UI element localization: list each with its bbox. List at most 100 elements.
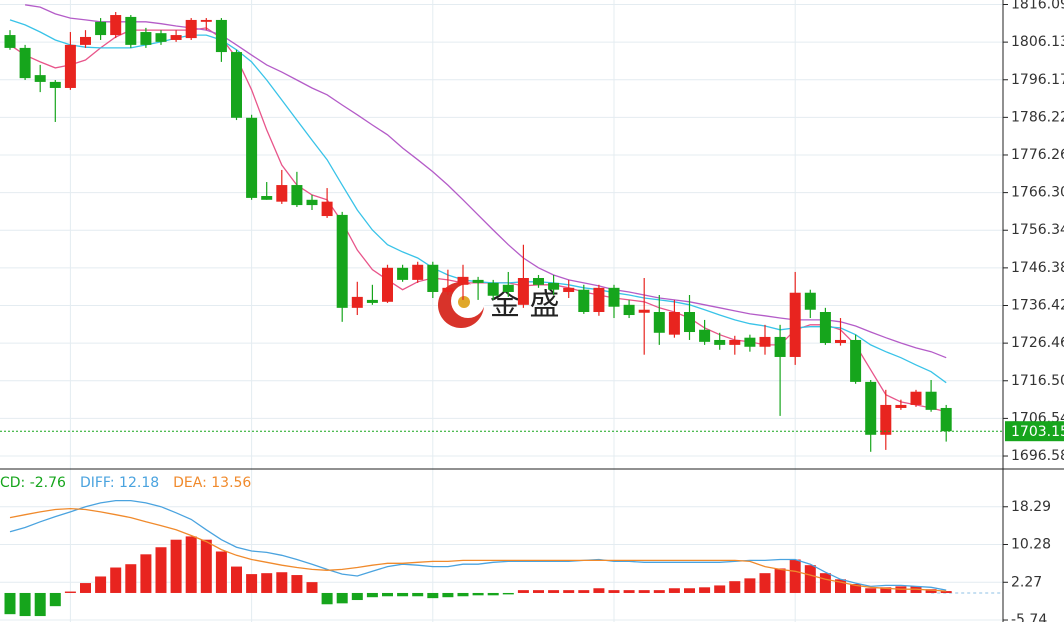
- candle-body: [155, 33, 167, 42]
- candle-body: [397, 267, 409, 280]
- y-tick-label: 1736.42: [1011, 298, 1064, 314]
- candle-body: [457, 276, 469, 285]
- histogram-bar: [774, 568, 786, 593]
- y-tick-label: 10.28: [1011, 537, 1051, 553]
- candle-body: [850, 339, 862, 382]
- candle-body: [487, 282, 499, 296]
- candle-body: [744, 337, 756, 347]
- candle-body: [668, 312, 680, 335]
- candle-body: [804, 292, 816, 310]
- histogram-bar: [80, 583, 91, 593]
- candle-body: [774, 336, 786, 357]
- histogram-bar: [925, 589, 937, 593]
- y-tick-label: 1796.17: [1011, 72, 1064, 88]
- histogram-bar: [653, 590, 665, 593]
- candle-body: [910, 391, 922, 405]
- candle-body: [246, 117, 258, 198]
- candle-body: [49, 81, 61, 88]
- histogram-bar: [578, 590, 590, 593]
- candle-body: [140, 32, 152, 45]
- histogram-bar: [623, 590, 635, 593]
- y-tick-label: 2.27: [1011, 574, 1042, 590]
- candle-body: [321, 201, 333, 217]
- histogram-bar: [819, 573, 831, 593]
- histogram-bar: [231, 566, 242, 593]
- histogram-bar: [442, 592, 454, 598]
- y-tick-label: 1696.58: [1011, 448, 1064, 464]
- candle-body: [442, 287, 454, 292]
- candle-body: [684, 312, 695, 333]
- candle-body: [261, 196, 273, 200]
- candle-body: [819, 312, 831, 343]
- histogram-bar: [638, 590, 650, 593]
- histogram-bar: [548, 590, 560, 593]
- last-price-label: 1703.15: [1011, 424, 1064, 440]
- candle-body: [880, 404, 892, 435]
- candle-body: [412, 264, 424, 280]
- candle-body: [502, 284, 514, 292]
- y-tick-label: 1806.13: [1011, 34, 1064, 50]
- candle-body: [563, 287, 575, 292]
- candle-body: [638, 309, 650, 313]
- marks: [0, 4, 1003, 617]
- histogram-bar: [170, 539, 182, 593]
- candle-body: [925, 391, 937, 410]
- legend-entry: CD: -2.76: [0, 475, 66, 491]
- candle-body: [366, 299, 378, 303]
- histogram-bar: [729, 581, 741, 593]
- histogram-bar: [835, 579, 846, 593]
- histogram-bar: [140, 554, 152, 593]
- candle-body: [472, 279, 484, 283]
- candle-body: [291, 185, 303, 206]
- histogram-bar: [246, 574, 258, 593]
- histogram-bar: [668, 588, 680, 593]
- candle-body: [276, 185, 288, 202]
- histogram-bar: [397, 592, 409, 597]
- histogram-bar: [276, 572, 288, 593]
- candle-body: [170, 35, 182, 40]
- histogram-bar: [789, 559, 801, 593]
- legend-entry: DEA: 13.56: [173, 475, 251, 491]
- histogram-bar: [487, 592, 499, 596]
- candle-body: [125, 16, 137, 45]
- candle-body: [185, 19, 197, 39]
- candle-body: [95, 21, 107, 36]
- histogram-bar: [291, 575, 303, 593]
- candle-body: [729, 339, 741, 345]
- histogram-bar: [110, 567, 122, 593]
- y-tick-label: 18.29: [1011, 499, 1051, 515]
- histogram-bar: [200, 539, 212, 593]
- histogram-bar: [940, 591, 952, 593]
- histogram-bar: [608, 590, 620, 593]
- candle-body: [835, 339, 846, 343]
- histogram-bar: [412, 592, 424, 597]
- histogram-bar: [593, 588, 605, 593]
- candle-body: [714, 339, 726, 345]
- histogram-bar: [850, 584, 862, 593]
- candle-body: [593, 287, 605, 312]
- y-tick-label: 1786.22: [1011, 109, 1064, 125]
- candle-body: [940, 407, 952, 432]
- histogram-bar: [804, 565, 816, 593]
- legend-entry: DIFF: 12.18: [80, 475, 159, 491]
- histogram-bar: [472, 592, 484, 596]
- y-tick-label: -5.74: [1011, 612, 1047, 622]
- histogram-bar: [880, 587, 892, 593]
- histogram-bar: [563, 590, 575, 593]
- histogram-bar: [64, 591, 76, 593]
- last-price-box: [1005, 421, 1064, 442]
- histogram-bar: [125, 564, 137, 593]
- candle-body: [895, 404, 907, 408]
- candle-body: [623, 304, 635, 316]
- histogram-bar: [366, 592, 378, 598]
- candle-body: [231, 52, 242, 118]
- y-tick-label: 1756.34: [1011, 222, 1064, 238]
- candle-body: [4, 35, 16, 48]
- histogram-bar: [699, 587, 711, 593]
- candle-body: [382, 267, 393, 302]
- candle-body: [865, 381, 877, 435]
